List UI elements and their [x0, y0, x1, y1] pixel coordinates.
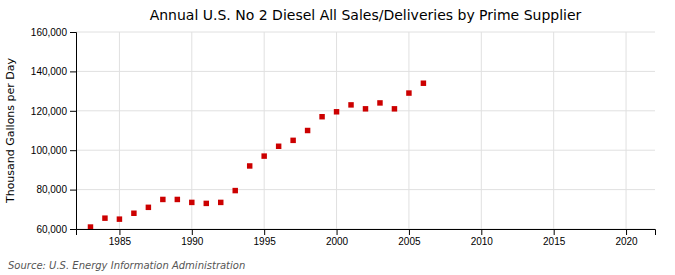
tick: 160,000 — [31, 27, 76, 38]
grid-line-y — [76, 189, 655, 190]
tick-label: 60,000 — [36, 224, 67, 235]
grid-line-x — [191, 32, 192, 229]
point — [363, 106, 368, 111]
tick-mark — [70, 32, 76, 33]
point — [88, 224, 93, 229]
points — [88, 80, 426, 229]
tick-label: 2005 — [398, 236, 421, 247]
point — [131, 211, 136, 216]
tick-label: 2010 — [471, 236, 494, 247]
point — [247, 163, 252, 168]
tick-label: 140,000 — [31, 66, 68, 77]
tick-label: 2020 — [615, 236, 638, 247]
grid-line-x — [408, 32, 409, 229]
point — [334, 109, 339, 114]
tick: 120,000 — [31, 106, 76, 117]
tick: 1985 — [109, 229, 132, 247]
title: Annual U.S. No 2 Diesel All Sales/Delive… — [150, 7, 582, 23]
tick: 140,000 — [31, 66, 76, 77]
tick-mark — [554, 229, 555, 235]
point — [218, 200, 223, 205]
tick: 2010 — [471, 229, 494, 247]
point — [392, 106, 397, 111]
grid — [76, 32, 655, 229]
tick-mark — [337, 229, 338, 235]
grid-line-x — [481, 32, 482, 229]
x-axis: 1985 1990 1995 2000 2005 2010 2015 2020 — [77, 229, 656, 247]
tick: 1995 — [254, 229, 277, 247]
tick: 60,000 — [36, 224, 76, 235]
grid-line-y — [76, 150, 655, 151]
grid-line-x — [553, 32, 554, 229]
tick-label: 1985 — [109, 236, 132, 247]
tick: 2000 — [326, 229, 349, 247]
tick-mark — [70, 229, 76, 230]
tick-mark — [70, 111, 76, 112]
source-note: Source: U.S. Energy Information Administ… — [8, 260, 245, 271]
point — [348, 102, 353, 107]
tick-label: 80,000 — [36, 184, 67, 195]
tick: 1990 — [181, 229, 204, 247]
tick: 100,000 — [31, 145, 76, 156]
grid-line-y — [76, 71, 655, 72]
point — [146, 205, 151, 210]
tick-mark — [119, 229, 120, 235]
point — [406, 90, 411, 95]
y-axis-label: Thousand Gallons per Day — [4, 57, 17, 204]
point — [232, 188, 237, 193]
point — [276, 144, 281, 149]
tick-mark — [264, 229, 265, 235]
axis-line — [77, 230, 656, 236]
grid-line-x — [119, 32, 120, 229]
point — [175, 197, 180, 202]
tick-label: 160,000 — [31, 27, 68, 38]
point — [377, 100, 382, 105]
tick-mark — [70, 150, 76, 151]
tick-mark — [626, 229, 627, 235]
axis-line — [70, 33, 77, 230]
tick-label: 120,000 — [31, 106, 68, 117]
tick-mark — [192, 229, 193, 235]
point — [305, 128, 310, 133]
chart: 1985 1990 1995 2000 2005 2010 2015 2020 60,000 80… — [0, 0, 675, 275]
plot-area: 1985 1990 1995 2000 2005 2010 2015 2020 60,000 80… — [31, 27, 656, 247]
point — [189, 200, 194, 205]
point — [261, 153, 266, 158]
point — [204, 201, 209, 206]
tick-mark — [409, 229, 410, 235]
tick-label: 2000 — [326, 236, 349, 247]
point — [160, 197, 165, 202]
point — [117, 216, 122, 221]
point — [421, 80, 426, 85]
tick-mark — [70, 71, 76, 72]
tick: 2015 — [543, 229, 566, 247]
grid-line-x — [336, 32, 337, 229]
tick-label: 1990 — [181, 236, 204, 247]
grid-line-x — [626, 32, 627, 229]
tick-mark — [70, 190, 76, 191]
point — [319, 114, 324, 119]
tick-label: 100,000 — [31, 145, 68, 156]
tick-label: 1995 — [254, 236, 277, 247]
tick: 2020 — [615, 229, 638, 247]
tick-mark — [481, 229, 482, 235]
point — [102, 215, 107, 220]
tick-label: 2015 — [543, 236, 566, 247]
point — [290, 138, 295, 143]
grid-line-y — [76, 32, 655, 33]
tick: 80,000 — [36, 184, 76, 195]
y-axis: 60,000 80,000 100,000 120,000 140,000 160,000 — [31, 27, 77, 235]
grid-line-x — [264, 32, 265, 229]
tick: 2005 — [398, 229, 421, 247]
